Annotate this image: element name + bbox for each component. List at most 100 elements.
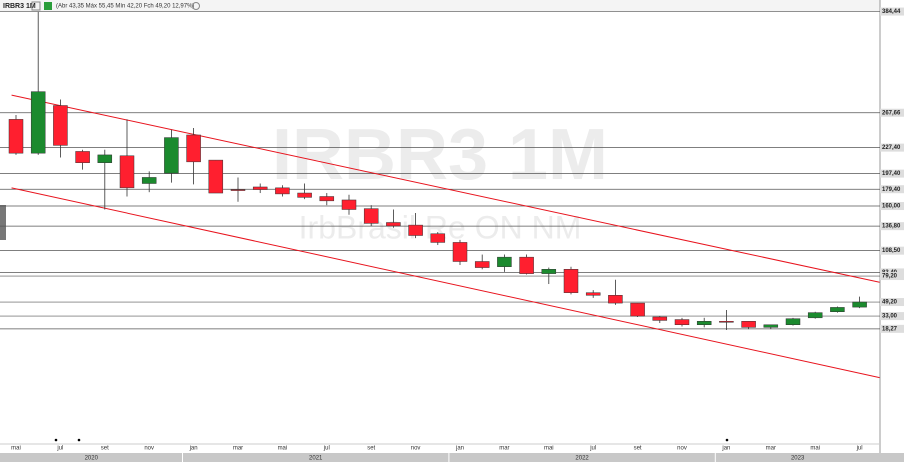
candle-body bbox=[630, 302, 645, 317]
candle-body bbox=[430, 233, 446, 243]
candle-body bbox=[807, 312, 823, 319]
x-tick-label: jul bbox=[856, 446, 863, 452]
candle-body bbox=[563, 269, 579, 293]
candle-body bbox=[674, 319, 690, 326]
level-label: 227,40 bbox=[882, 145, 901, 151]
event-marker bbox=[725, 438, 729, 442]
level-label-box bbox=[880, 143, 904, 152]
x-tick-label: nov bbox=[144, 446, 154, 452]
level-label: 18,27 bbox=[882, 326, 898, 332]
level-label: 179,40 bbox=[882, 187, 901, 193]
x-tick-label: jul bbox=[323, 446, 330, 452]
candle-body bbox=[341, 199, 357, 210]
level-label: 49,20 bbox=[882, 300, 898, 306]
level-label-box bbox=[880, 324, 904, 333]
level-label-box bbox=[880, 202, 904, 211]
candle-body bbox=[208, 159, 224, 194]
candle-body bbox=[186, 134, 201, 163]
candle-body bbox=[719, 321, 734, 323]
candle-body bbox=[696, 321, 712, 326]
x-tick-label: jan bbox=[189, 446, 198, 452]
year-label: 2021 bbox=[309, 456, 323, 462]
candle-body bbox=[8, 119, 24, 154]
candle-body bbox=[97, 154, 113, 163]
candle-body bbox=[230, 189, 246, 191]
candle-body bbox=[164, 137, 179, 174]
candle-body bbox=[541, 269, 557, 274]
candle-body bbox=[386, 222, 401, 227]
watermark-title: IRBR3 1M bbox=[272, 115, 608, 195]
level-label: 160,00 bbox=[882, 204, 901, 210]
candle-body bbox=[741, 321, 756, 328]
candle-body bbox=[474, 261, 490, 268]
level-label-box bbox=[880, 272, 904, 281]
year-label: 2022 bbox=[575, 456, 589, 462]
x-tick-label: jan bbox=[721, 446, 730, 452]
x-tick-label: mar bbox=[499, 446, 509, 452]
candle-body bbox=[608, 295, 623, 304]
x-tick-label: set bbox=[101, 446, 109, 452]
level-label-box bbox=[880, 169, 904, 178]
year-label: 2023 bbox=[791, 456, 805, 462]
level-label-box bbox=[880, 298, 904, 307]
candle-body bbox=[75, 151, 90, 163]
candle-body bbox=[763, 324, 779, 328]
candle-body bbox=[830, 307, 845, 313]
level-label: 136,80 bbox=[882, 224, 901, 230]
level-label-box bbox=[880, 246, 904, 255]
x-tick-label: mai bbox=[11, 446, 21, 452]
year-bar bbox=[0, 453, 904, 462]
x-tick-label: set bbox=[367, 446, 375, 452]
x-tick-label: jul bbox=[589, 446, 596, 452]
candle-body bbox=[275, 187, 290, 195]
x-tick-label: mai bbox=[544, 446, 554, 452]
x-tick-label: set bbox=[634, 446, 642, 452]
x-tick-label: nov bbox=[411, 446, 421, 452]
x-tick-label: jan bbox=[455, 446, 464, 452]
x-tick-label: mai bbox=[810, 446, 820, 452]
candle-body bbox=[585, 292, 601, 296]
candle-body bbox=[408, 224, 423, 236]
event-marker bbox=[54, 438, 58, 442]
candle-body bbox=[119, 155, 135, 189]
level-label: 267,66 bbox=[882, 110, 901, 116]
candle-body bbox=[30, 91, 46, 154]
quote: (Abr 43,35 Máx 55,45 Mín 42,20 Fch 49,20… bbox=[56, 4, 194, 10]
x-tick-label: mar bbox=[233, 446, 243, 452]
side-tab[interactable] bbox=[0, 205, 6, 240]
candle-body bbox=[363, 208, 379, 224]
level-label: 33,00 bbox=[882, 314, 898, 320]
x-tick-label: jul bbox=[56, 446, 63, 452]
candle-body bbox=[319, 196, 335, 202]
level-label-box bbox=[880, 108, 904, 117]
add-button[interactable] bbox=[192, 2, 200, 10]
candle-body bbox=[852, 301, 867, 308]
symbol: IRBR3 1M bbox=[3, 3, 36, 10]
candle-body bbox=[141, 177, 157, 184]
candle-body bbox=[497, 256, 512, 267]
level-label: 108,50 bbox=[882, 248, 901, 254]
candle-body bbox=[53, 105, 68, 146]
candle-body bbox=[452, 242, 468, 262]
settings-button[interactable] bbox=[31, 1, 41, 11]
x-tick-label: mar bbox=[766, 446, 776, 452]
candle-body bbox=[785, 318, 801, 326]
x-tick-label: nov bbox=[677, 446, 687, 452]
level-label-box bbox=[880, 185, 904, 194]
header-bar bbox=[0, 0, 880, 12]
event-marker bbox=[77, 438, 81, 442]
level-label-box bbox=[880, 7, 904, 16]
trend-line bbox=[11, 94, 880, 283]
toggle-button[interactable] bbox=[44, 2, 52, 10]
level-label: 79,20 bbox=[882, 274, 898, 280]
x-tick-label: mai bbox=[278, 446, 288, 452]
candle-body bbox=[297, 192, 312, 198]
candle-body bbox=[252, 186, 268, 190]
level-label: 197,40 bbox=[882, 171, 901, 177]
candle-body bbox=[519, 256, 534, 274]
candle-body bbox=[652, 316, 668, 321]
level-label-box bbox=[880, 222, 904, 231]
trend-line bbox=[11, 187, 880, 379]
